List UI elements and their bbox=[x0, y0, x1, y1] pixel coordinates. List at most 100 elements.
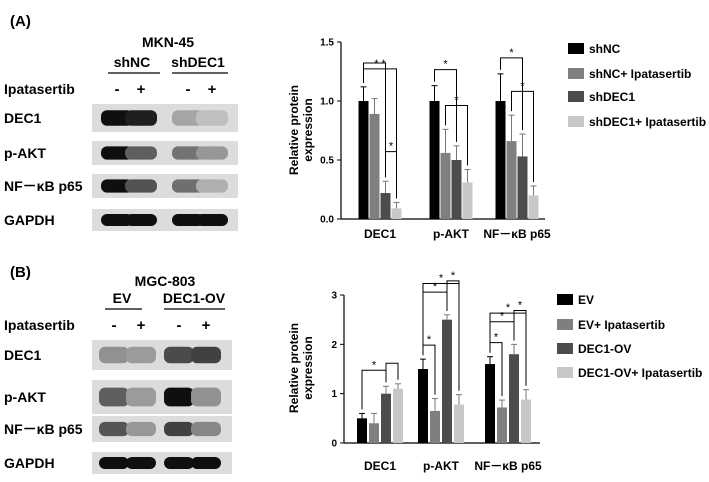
bar-shnc bbox=[358, 101, 369, 219]
significance-label: * bbox=[439, 273, 444, 285]
category-label: DEC1 bbox=[364, 227, 396, 241]
legend-entry: DEC1-OV+ Ipatasertib bbox=[578, 366, 702, 380]
blot-band bbox=[99, 387, 129, 407]
significance-label: * bbox=[454, 95, 459, 107]
bar-dec1-ov-ipatasertib bbox=[454, 404, 464, 443]
blot-band bbox=[125, 213, 157, 227]
blot-band bbox=[164, 456, 194, 470]
significance-label: * bbox=[506, 302, 511, 314]
bar-ev-ipatasertib bbox=[497, 407, 507, 443]
blot-band bbox=[164, 346, 194, 364]
category-label: DEC1 bbox=[364, 459, 396, 473]
significance-bracket bbox=[500, 57, 523, 131]
blot-row-label: DEC1 bbox=[4, 347, 42, 363]
y-tick-label: 2 bbox=[331, 340, 337, 351]
significance-label: * bbox=[500, 311, 505, 323]
blot-band bbox=[196, 213, 228, 227]
group-label: EV bbox=[113, 290, 132, 306]
bar-dec1-ov bbox=[509, 354, 519, 443]
bar-ev bbox=[485, 364, 495, 443]
group-label: shNC bbox=[114, 54, 151, 70]
bar-ev bbox=[418, 369, 428, 443]
blot-band bbox=[101, 110, 133, 126]
blot-band bbox=[126, 346, 156, 364]
blot-band bbox=[126, 456, 156, 470]
blot-band bbox=[164, 421, 194, 437]
blot-row-label: GAPDH bbox=[4, 212, 55, 228]
panel-label: (B) bbox=[10, 264, 31, 281]
bar-shdec1-ipatasertib bbox=[528, 195, 539, 219]
blot-band bbox=[196, 146, 228, 160]
legend-entry: shNC+ Ipatasertib bbox=[589, 67, 691, 81]
significance-label: * bbox=[433, 281, 438, 293]
lane-sign: + bbox=[202, 317, 211, 334]
bar-shdec1-ipatasertib bbox=[391, 208, 402, 219]
bar-dec1-ov bbox=[381, 393, 391, 443]
category-label: p-AKT bbox=[433, 227, 470, 241]
y-tick-label: 0.5 bbox=[320, 156, 334, 167]
bar-shnc-ipatasertib bbox=[440, 152, 451, 219]
blot-band bbox=[172, 146, 204, 160]
legend-swatch bbox=[557, 367, 573, 378]
blot-band bbox=[172, 110, 204, 126]
legend-swatch bbox=[568, 91, 584, 102]
y-axis-label: Relative proteinexpression bbox=[287, 85, 315, 175]
blot-band bbox=[172, 213, 204, 227]
blot-band bbox=[126, 421, 156, 437]
legend-swatch bbox=[568, 43, 584, 54]
significance-label: * bbox=[494, 332, 499, 344]
significance-label: * bbox=[389, 141, 394, 153]
significance-bracket bbox=[363, 62, 386, 178]
blot-row-label: DEC1 bbox=[4, 110, 42, 126]
significance-label: * bbox=[443, 59, 448, 71]
y-tick-label: 1 bbox=[331, 389, 337, 400]
y-tick-label: 0.0 bbox=[320, 215, 334, 226]
blot-band bbox=[191, 421, 221, 437]
significance-label: * bbox=[372, 359, 377, 371]
bar-dec1-ov bbox=[442, 319, 452, 443]
legend-entry: shDEC1 bbox=[589, 90, 635, 104]
bar-shnc-ipatasertib bbox=[506, 141, 517, 219]
blot-row-label: NF－κB p65 bbox=[4, 178, 83, 194]
legend-entry: DEC1-OV bbox=[578, 342, 631, 356]
lane-sign: - bbox=[186, 81, 191, 98]
bar-shdec1 bbox=[380, 193, 391, 219]
lane-sign: + bbox=[137, 81, 146, 98]
legend-swatch bbox=[568, 116, 584, 127]
treatment-label: Ipatasertib bbox=[4, 81, 75, 97]
category-label: NF－κB p65 bbox=[474, 459, 542, 473]
cell-line-label: MKN-45 bbox=[142, 34, 194, 50]
y-tick-label: 3 bbox=[331, 291, 337, 302]
treatment-label: Ipatasertib bbox=[4, 317, 75, 333]
blot-band bbox=[164, 387, 194, 407]
category-label: p-AKT bbox=[423, 459, 460, 473]
y-tick-label: 1.0 bbox=[320, 97, 334, 108]
significance-bracket bbox=[385, 362, 399, 383]
blot-band bbox=[101, 146, 133, 160]
group-label: shDEC1 bbox=[171, 54, 225, 70]
bar-dec1-ov-ipatasertib bbox=[393, 388, 403, 443]
bar-shdec1 bbox=[451, 160, 462, 219]
blot-band bbox=[172, 179, 204, 193]
blot-band bbox=[125, 179, 157, 193]
bar-chart-1: 0.0 0.5 1.0 1.5 Relative proteinexpression DE… bbox=[287, 38, 706, 242]
bar-shnc bbox=[429, 101, 440, 219]
blot-band bbox=[99, 456, 129, 470]
blot-band bbox=[99, 346, 129, 364]
significance-bracket bbox=[511, 90, 534, 182]
significance-bracket bbox=[385, 151, 397, 199]
blot-band bbox=[125, 110, 157, 126]
lane-sign: - bbox=[177, 317, 182, 334]
legend-swatch bbox=[557, 343, 573, 354]
blot-band bbox=[191, 346, 221, 364]
group-label: DEC1-OV bbox=[163, 290, 226, 306]
significance-label: * bbox=[509, 47, 514, 59]
cell-line-label: MGC-803 bbox=[135, 273, 196, 289]
bar-ev-ipatasertib bbox=[369, 423, 379, 443]
bar-ev bbox=[357, 418, 367, 443]
lane-sign: + bbox=[137, 317, 146, 334]
legend-swatch bbox=[557, 319, 573, 330]
significance-bracket bbox=[513, 310, 527, 386]
